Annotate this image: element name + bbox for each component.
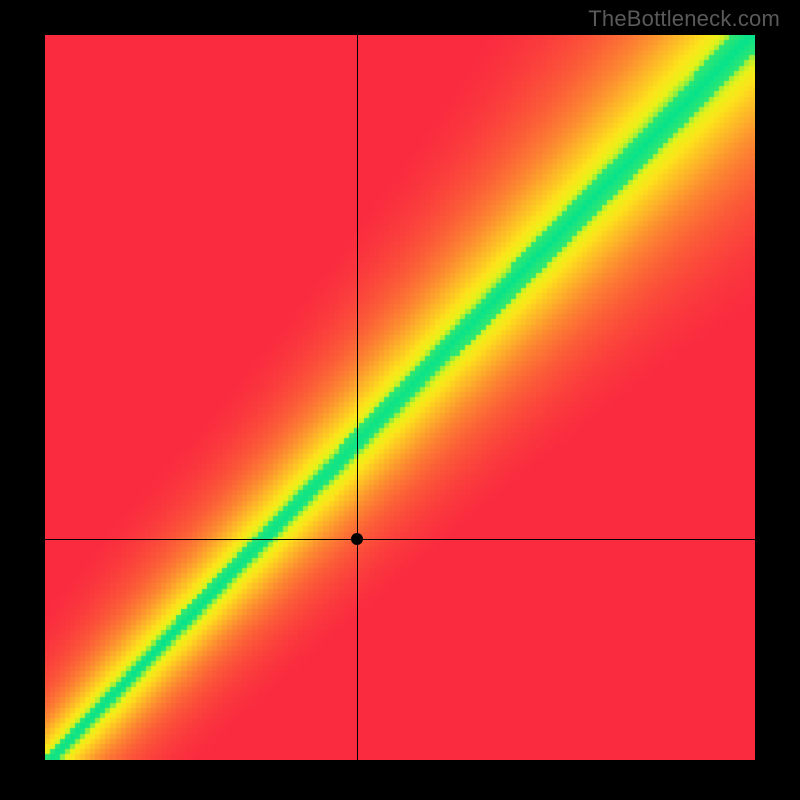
crosshair-vertical xyxy=(357,35,358,760)
heatmap-plot xyxy=(45,35,755,760)
crosshair-horizontal xyxy=(45,539,755,540)
heatmap-canvas xyxy=(45,35,755,760)
watermark-text: TheBottleneck.com xyxy=(588,6,780,32)
data-point-marker xyxy=(351,533,363,545)
